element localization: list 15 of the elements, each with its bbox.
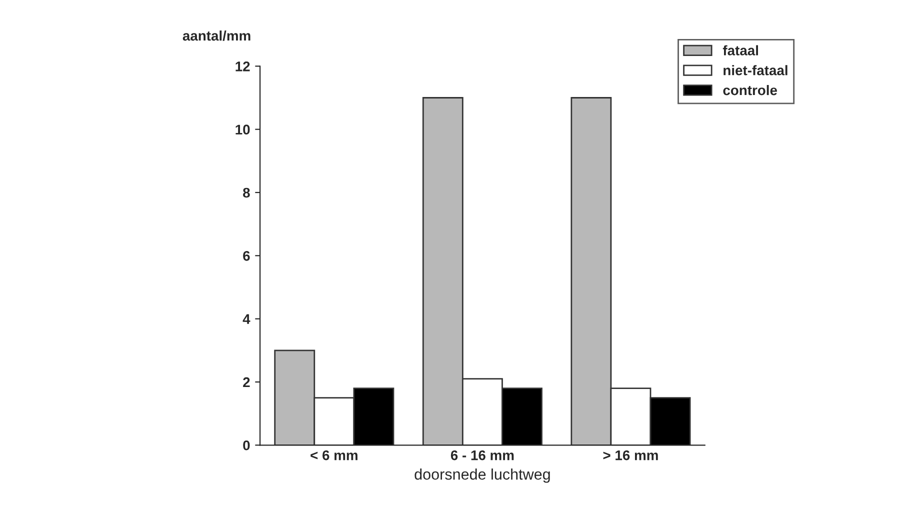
legend-label: fataal	[722, 45, 758, 56]
x-tick-label: 6 - 16 mm	[450, 450, 514, 460]
y-tick-label: 2	[243, 377, 250, 388]
y-tick-label: 8	[243, 188, 250, 198]
y-tick-label: 6	[243, 250, 250, 261]
y-axis-title: aantal/mm	[182, 30, 250, 41]
y-tick-label: 10	[236, 124, 250, 135]
x-axis-title: doorsnede luchtweg	[414, 468, 550, 483]
y-tick-label: 0	[243, 440, 250, 450]
y-tick-label: 12	[236, 62, 250, 72]
x-tick-label: < 6 mm	[310, 450, 358, 460]
x-tick-label: > 16 mm	[603, 450, 658, 460]
y-tick-label: 4	[242, 314, 250, 324]
legend-label: controle	[723, 84, 778, 96]
legend-label: niet-fataal	[724, 65, 788, 76]
